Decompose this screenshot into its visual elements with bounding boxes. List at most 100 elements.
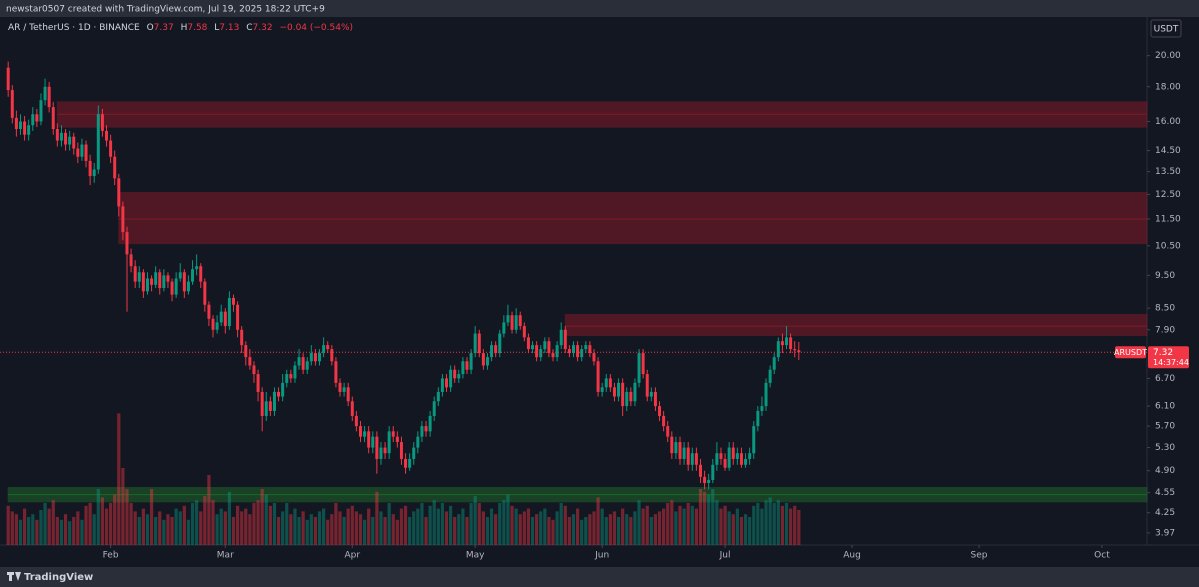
volume-bar: [203, 496, 207, 545]
candle-body: [268, 401, 272, 411]
volume-bar: [350, 505, 354, 545]
volume-bar: [125, 489, 129, 545]
candle-body: [744, 458, 748, 465]
currency-box[interactable]: [1150, 19, 1182, 38]
volume-bar: [276, 517, 281, 545]
candle-body: [723, 458, 727, 468]
volume-bar: [621, 508, 625, 545]
candle-body: [772, 357, 776, 370]
candle-body: [424, 426, 428, 432]
volume-bar: [408, 517, 412, 545]
y-tick-label: 3.97: [1155, 528, 1175, 538]
y-tick-label: 11.50: [1155, 214, 1181, 224]
candle-body: [469, 353, 473, 370]
candle-body: [121, 206, 125, 233]
volume-bar: [686, 503, 690, 545]
candle-body: [420, 426, 424, 437]
volume-bar: [682, 508, 686, 545]
candle-body: [490, 345, 494, 358]
candle-body: [748, 453, 752, 459]
volume-bar: [784, 503, 789, 545]
candle-body: [526, 337, 530, 350]
volume-bar: [670, 500, 674, 545]
volume-bar: [756, 503, 760, 545]
volume-bar: [789, 508, 793, 545]
volume-bar: [235, 505, 240, 545]
volume-bar: [743, 514, 748, 545]
volume-bar: [666, 503, 670, 545]
candle-body: [666, 426, 670, 437]
volume-bar: [776, 500, 780, 545]
candle-body: [371, 436, 375, 448]
candle-body: [96, 114, 100, 170]
candle-body: [391, 431, 395, 437]
countdown: 14:37:44: [1153, 358, 1189, 367]
candle-body: [703, 476, 707, 484]
candle-body: [76, 148, 80, 157]
volume-bar: [588, 514, 592, 545]
candle-body: [498, 333, 502, 354]
candle-body: [739, 453, 743, 465]
volume-bar: [174, 508, 178, 545]
volume-bar: [338, 511, 342, 545]
candle-body: [731, 447, 735, 459]
volume-bar: [289, 514, 293, 545]
volume-bar: [10, 511, 14, 545]
y-tick-label: 6.70: [1155, 374, 1175, 384]
volume-bar: [739, 517, 744, 545]
volume-bar: [231, 517, 236, 545]
y-tick-label: 9.50: [1155, 271, 1175, 281]
candle-body: [686, 447, 690, 465]
symbol-label: ARUSDT: [1114, 348, 1147, 357]
candle-body: [539, 349, 543, 358]
candle-body: [461, 361, 465, 375]
candle-body: [653, 391, 657, 407]
candle-body: [485, 357, 489, 366]
candle-body: [768, 369, 772, 383]
candle-body: [793, 349, 797, 351]
currency[interactable]: USDT: [1154, 25, 1179, 35]
candle-body: [379, 447, 383, 459]
candle-body: [621, 382, 625, 407]
volume-bar: [367, 508, 371, 545]
candle-body: [105, 130, 109, 141]
symbol-label-box: [1115, 346, 1146, 359]
x-tick-label: Apr: [345, 551, 361, 561]
volume-bar: [252, 503, 256, 545]
zone: [564, 314, 1148, 336]
volume-bar: [207, 475, 211, 545]
volume-bar: [39, 510, 43, 545]
candle-body: [338, 382, 342, 392]
candle-body: [445, 378, 449, 388]
y-tick-label: 12.50: [1155, 190, 1181, 200]
volume-bar: [170, 517, 174, 545]
candle-body: [55, 128, 59, 141]
volume-bar: [797, 510, 801, 545]
volume-bar: [678, 505, 682, 545]
candle-body: [719, 453, 723, 459]
volume-bar: [768, 497, 772, 545]
candle-body: [395, 436, 399, 443]
candle-body: [100, 114, 104, 131]
candle-body: [117, 178, 121, 207]
volume-bar: [604, 517, 608, 545]
candle-body: [219, 311, 223, 323]
candle-body: [363, 431, 367, 437]
volume-bar: [543, 508, 547, 545]
candle-body: [158, 272, 162, 289]
volume-bar: [707, 494, 711, 545]
volume-bar: [530, 517, 535, 545]
candle-body: [264, 401, 268, 416]
candle-body: [342, 387, 346, 392]
volume-bar: [559, 503, 563, 545]
volume-bar: [301, 511, 305, 545]
volume-bar: [51, 500, 55, 545]
volume-bar: [63, 514, 68, 545]
price-label: 7.32: [1153, 348, 1173, 358]
candle-body: [727, 447, 731, 468]
candle-body: [367, 431, 371, 448]
candle-body: [567, 349, 571, 354]
y-tick-label: 13.50: [1155, 167, 1181, 177]
candle-body: [330, 349, 334, 362]
